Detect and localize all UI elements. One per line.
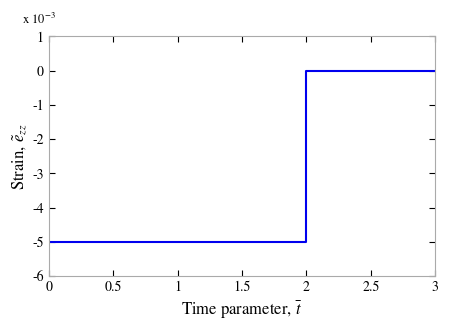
Text: x 10$^{-3}$: x 10$^{-3}$ bbox=[22, 12, 55, 27]
X-axis label: Time parameter, $\bar{t}$: Time parameter, $\bar{t}$ bbox=[181, 300, 303, 321]
Y-axis label: Strain, $\tilde{e}_{zz}$: Strain, $\tilde{e}_{zz}$ bbox=[11, 123, 29, 190]
